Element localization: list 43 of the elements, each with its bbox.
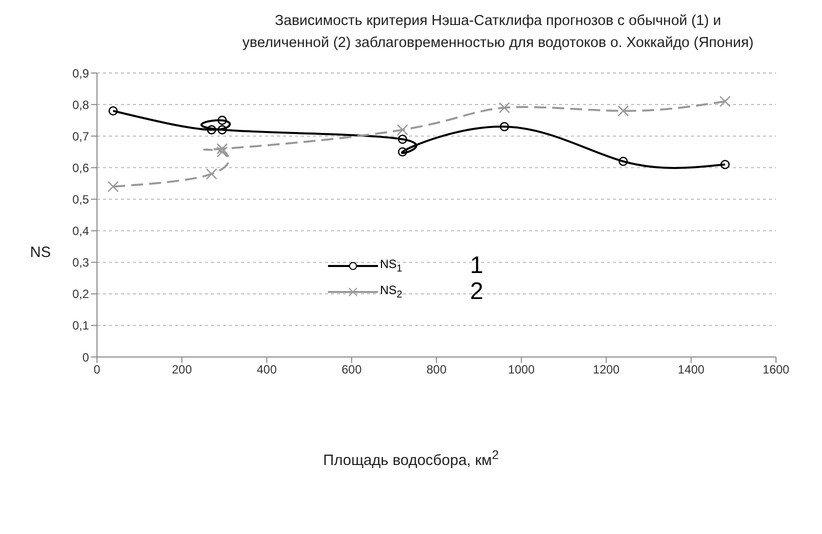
point [107,180,119,192]
annotation: 2 [470,278,484,306]
x-tick-label: 400 [256,362,278,377]
legend-label: NS$_{2}$ [380,283,404,301]
chart-title: Зависимость критерия Нэша-Сатклифа прогнозов с обычной (1) и увеличенной (2) заблаговременностью для водотоков о. Хоккайдо (Япония) [241,12,755,53]
point [206,125,216,134]
point [500,122,510,132]
point [216,146,228,158]
x-tick-label: 1400 [678,362,705,377]
annotation: 1 [470,252,484,280]
point [719,96,731,108]
y-tick-label: 0,7 [72,129,90,144]
x-tick-label: 1000 [508,362,536,377]
y-tick-label: 0,9 [72,66,90,80]
y-tick-label: 0,2 [72,287,90,302]
legend-label: NS$_{1}$ [380,257,404,275]
y-tick-label: 0,5 [72,192,90,206]
y-tick-label: 0,4 [72,224,90,238]
point [216,143,228,154]
x-tick-label: 0 [94,362,101,377]
y-tick-label: 0,6 [72,160,90,175]
point [398,134,408,144]
x-tick-label: 1600 [762,362,790,377]
point [720,160,730,170]
point [498,102,510,114]
y-tick-label: 0,1 [72,318,90,333]
x-tick-label: 1200 [592,362,620,377]
point [618,105,629,117]
point [108,106,118,116]
x-tick-label: 200 [172,362,192,377]
y-tick-label: 0 [82,350,90,364]
point [396,124,408,136]
y-axis-title: NS [30,244,51,261]
x-axis-title: Площадь водосбора, км$^{2}$ [322,448,500,469]
point [218,125,227,134]
x-tick-label: 800 [426,362,447,377]
point [618,156,628,166]
point [218,116,227,125]
point [398,147,408,157]
y-tick-label: 0,3 [72,256,90,270]
point [206,168,218,180]
x-tick-label: 600 [342,362,362,377]
y-tick-label: 0,8 [72,98,90,112]
